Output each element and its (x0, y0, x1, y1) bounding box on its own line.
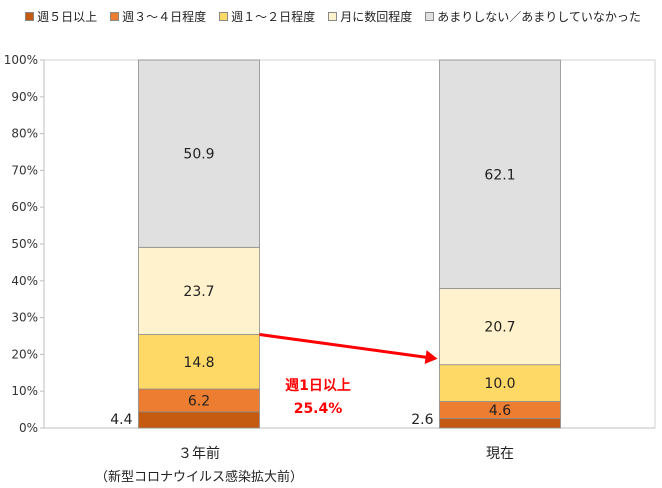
x-tick-sublabel: （新型コロナウイルス感染拡大前） (95, 469, 303, 485)
x-tick-label: ３年前 (178, 445, 220, 462)
trend-arrow-head (424, 350, 438, 365)
legend-label: 週３～４日程度 (122, 9, 207, 24)
data-label: 4.4 (110, 412, 132, 428)
y-tick-label: 80% (11, 127, 38, 141)
y-tick-label: 20% (11, 347, 38, 361)
bar-segment (439, 364, 561, 402)
data-label: 20.7 (484, 320, 515, 336)
x-tick-label: 現在 (486, 446, 514, 462)
data-label: 14.8 (183, 355, 214, 371)
legend-label: 週５日以上 (37, 9, 98, 24)
plot-area (43, 59, 656, 429)
annotation-value: 25.4% (294, 401, 343, 417)
data-label: 62.1 (484, 167, 515, 183)
annotation-label: 週1日以上 (285, 378, 351, 394)
y-tick-label: 90% (11, 90, 38, 104)
y-tick-label: 70% (11, 163, 38, 177)
legend-swatch (219, 11, 229, 21)
legend-item: 週５日以上 (25, 8, 97, 25)
bar-segment (439, 59, 561, 289)
data-label: 4.6 (489, 403, 511, 419)
legend-label: 月に数回程度 (340, 9, 413, 24)
data-label: 6.2 (188, 393, 210, 409)
legend-label: 週１～２日程度 (231, 9, 316, 24)
y-tick-label: 40% (11, 274, 38, 288)
bar-segment (138, 411, 260, 429)
bar-segment (138, 246, 260, 335)
legend-swatch (425, 11, 435, 21)
y-tick-label: 30% (11, 311, 38, 325)
legend-item: 週３～４日程度 (110, 8, 206, 25)
data-label: 23.7 (183, 284, 214, 300)
legend-label: あまりしない／あまりしていなかった (437, 9, 641, 24)
legend-item: 月に数回程度 (328, 8, 412, 25)
bar-segment (138, 59, 260, 248)
legend-swatch (110, 11, 120, 21)
data-label: 2.6 (411, 412, 433, 428)
bar-segment (439, 288, 561, 366)
y-tick-label: 10% (11, 384, 38, 398)
legend-item: あまりしない／あまりしていなかった (425, 8, 641, 25)
legend-swatch (328, 11, 338, 21)
y-tick-label: 50% (11, 237, 38, 251)
y-tick-label: 60% (11, 200, 38, 214)
legend-swatch (25, 11, 35, 21)
data-label: 50.9 (183, 147, 214, 163)
chart-legend: 週５日以上 週３～４日程度 週１～２日程度 月に数回程度 あまりしない／あまりしていなか… (8, 5, 658, 27)
y-tick-label: 0% (19, 421, 38, 435)
legend-item: 週１～２日程度 (219, 8, 315, 25)
data-label: 10.0 (484, 376, 515, 392)
trend-arrow-line (259, 333, 430, 360)
y-tick-label: 100% (4, 53, 38, 67)
bar-segment (439, 418, 561, 429)
